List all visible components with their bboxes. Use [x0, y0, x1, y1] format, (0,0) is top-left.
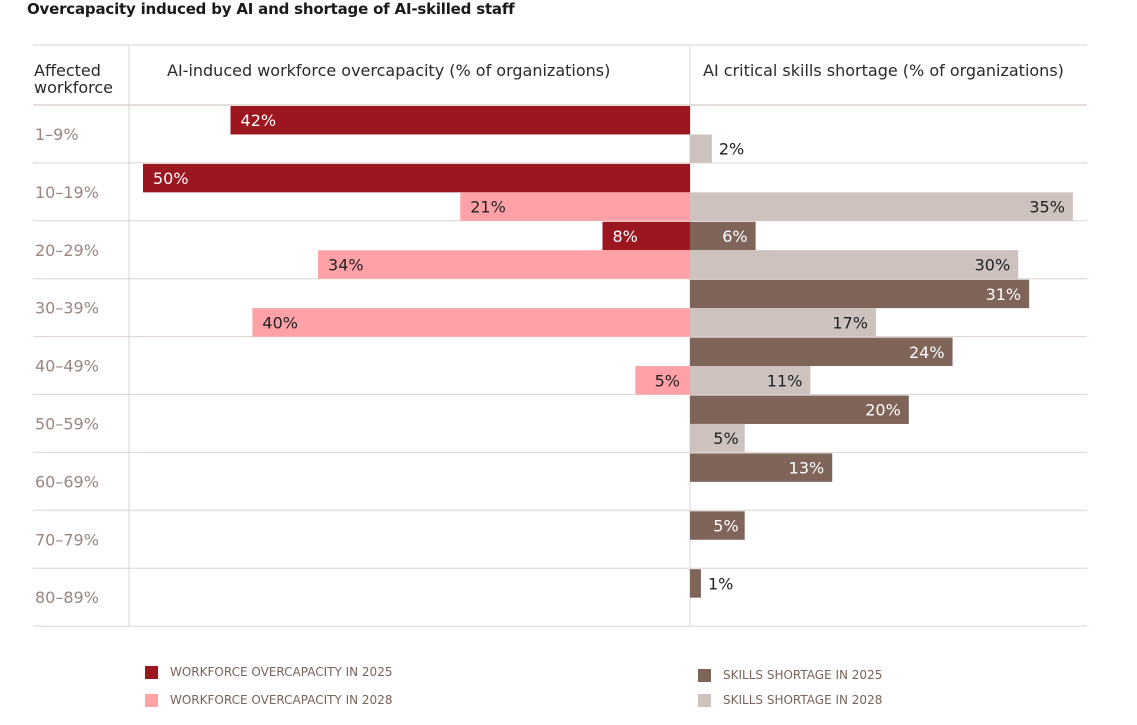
legend-label: WORKFORCE OVERCAPACITY IN 2028	[170, 693, 393, 707]
chart-title: Overcapacity induced by AI and shortage …	[27, 0, 515, 18]
bar	[690, 423, 745, 453]
category-label: 80–89%	[35, 588, 99, 607]
bar-value-label: 13%	[789, 459, 825, 478]
bar	[690, 134, 712, 163]
legend-swatch-skills-2025	[698, 668, 711, 682]
bar	[318, 250, 690, 279]
bar-value-label: 17%	[832, 313, 868, 332]
bar-value-label: 42%	[241, 111, 277, 130]
legend-item-skills-2028: SKILLS SHORTAGE IN 2028	[698, 693, 882, 707]
bar-value-label: 2%	[719, 140, 744, 159]
row-header-line-1: Affected	[34, 61, 101, 80]
category-label: 10–19%	[35, 183, 99, 202]
legend-label: SKILLS SHORTAGE IN 2025	[723, 668, 883, 682]
bar-value-label: 21%	[470, 198, 506, 217]
bar	[690, 569, 701, 598]
bar	[602, 221, 690, 251]
category-label: 60–69%	[35, 472, 99, 491]
bar	[690, 250, 1019, 279]
bar	[690, 453, 833, 482]
bar-value-label: 1%	[708, 574, 733, 593]
category-label: 20–29%	[35, 241, 99, 260]
bar-value-label: 31%	[986, 285, 1022, 304]
left-panel-title: AI-induced workforce overcapacity (% of …	[167, 61, 610, 80]
bar-value-label: 5%	[655, 371, 680, 390]
bar-value-label: 24%	[909, 343, 945, 362]
legend-swatch-skills-2028	[698, 693, 711, 707]
bar-value-label: 34%	[328, 255, 364, 274]
row-header-line-2: workforce	[34, 78, 113, 97]
legend-swatch-overcapacity-2028	[145, 693, 158, 707]
bar-value-label: 6%	[722, 227, 747, 246]
bar-value-label: 5%	[713, 429, 738, 448]
bar-value-label: 11%	[767, 371, 803, 390]
bar-value-label: 35%	[1029, 198, 1065, 217]
category-label: 30–39%	[35, 299, 99, 318]
bar-value-label: 50%	[153, 169, 189, 188]
category-label: 1–9%	[35, 125, 79, 144]
bar	[635, 366, 690, 395]
bar	[690, 308, 876, 337]
bar	[690, 279, 1030, 309]
bar	[690, 511, 745, 540]
bar-value-label: 30%	[975, 255, 1011, 274]
category-label: 50–59%	[35, 414, 99, 433]
legend-item-skills-2025: SKILLS SHORTAGE IN 2025	[698, 668, 882, 682]
bar-value-label: 20%	[865, 401, 901, 420]
bar-value-label: 5%	[713, 517, 738, 536]
bar	[690, 395, 909, 424]
legend-item-overcapacity-2028: WORKFORCE OVERCAPACITY IN 2028	[145, 693, 392, 707]
bar	[143, 163, 690, 193]
bar-value-label: 40%	[262, 313, 298, 332]
bar	[690, 192, 1073, 221]
legend-swatch-overcapacity-2025	[145, 665, 158, 679]
bar-value-label: 8%	[612, 227, 637, 246]
bar	[690, 337, 953, 367]
category-label: 40–49%	[35, 357, 99, 376]
bar	[460, 192, 690, 221]
legend-item-overcapacity-2025: WORKFORCE OVERCAPACITY IN 2025	[145, 665, 392, 679]
bar	[230, 106, 690, 135]
legend-label: WORKFORCE OVERCAPACITY IN 2025	[170, 665, 393, 679]
legend-label: SKILLS SHORTAGE IN 2028	[723, 693, 883, 707]
right-panel-title: AI critical skills shortage (% of organi…	[703, 61, 1064, 80]
bar	[252, 308, 690, 337]
bar	[690, 221, 756, 251]
bar	[690, 366, 811, 395]
category-label: 70–79%	[35, 530, 99, 549]
